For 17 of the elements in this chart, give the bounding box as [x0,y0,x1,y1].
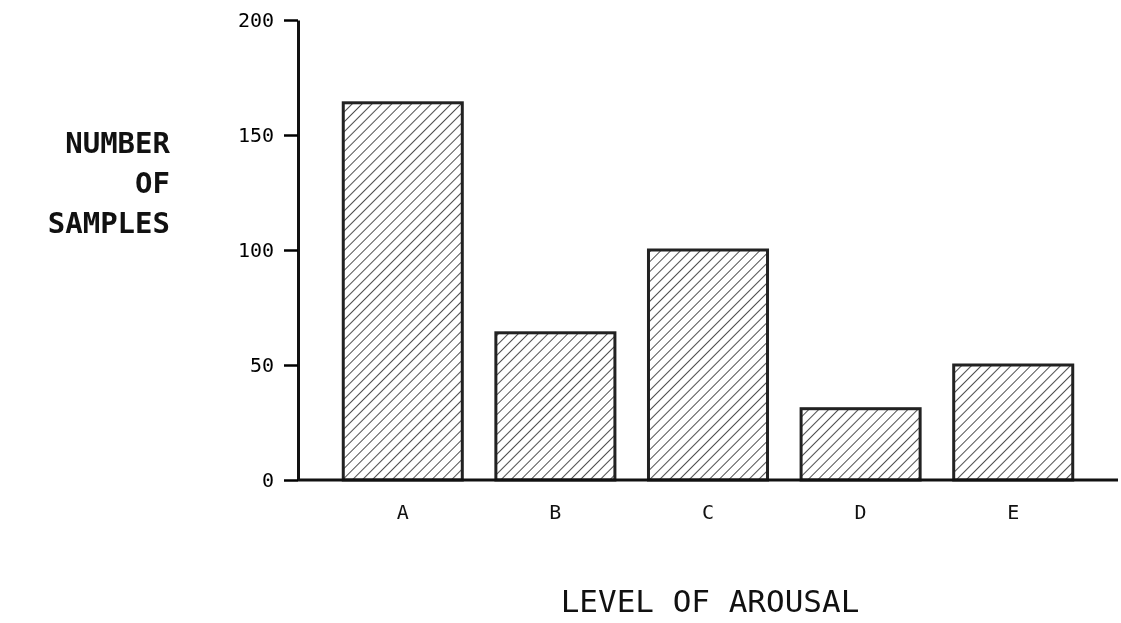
x-tick-label: D [854,500,867,524]
y-tick-label: 200 [237,7,274,32]
bar [952,363,1075,482]
x-tick-label: B [549,500,562,524]
x-tick-label: A [396,500,409,524]
bar [341,101,464,482]
x-tick-label: E [1007,500,1020,524]
y-tick-label: 150 [237,122,274,147]
bar [799,407,922,482]
bar [646,248,770,482]
y-tick-label: 50 [249,352,274,377]
x-tick-label: C [701,500,715,524]
y-tick-label: 100 [237,237,274,262]
x-axis-title: LEVEL OF AROUSAL [560,583,860,619]
y-axis-title: NUMBER OF SAMPLES [47,126,171,240]
bar [494,331,617,482]
y-tick-label: 0 [261,467,274,492]
